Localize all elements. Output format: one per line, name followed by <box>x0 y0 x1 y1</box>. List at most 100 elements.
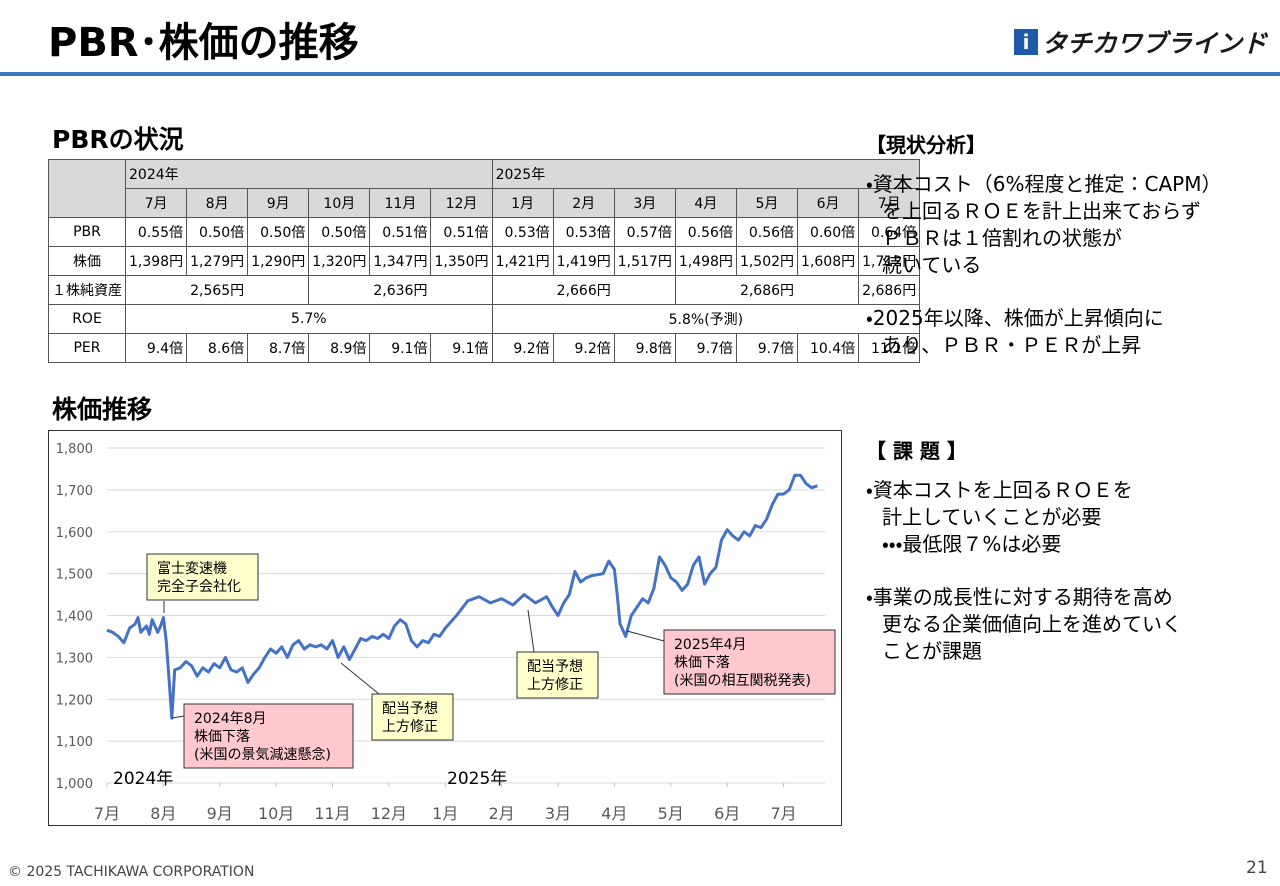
panel-heading: 【現状分析】 <box>866 133 986 157</box>
callout-text: 富士変速機 <box>157 561 227 577</box>
table-row: １株純資産 2,565円 2,636円 2,666円 2,686円 2,686円 <box>48 275 921 305</box>
table-cell: 1,608円 <box>797 246 860 276</box>
y-tick-label: 1,200 <box>56 693 93 708</box>
row-label: 株価 <box>48 246 126 276</box>
row-label: PBR <box>48 217 126 247</box>
month-cell: 8月 <box>186 188 249 218</box>
logo: i タチカワブラインド <box>1014 24 1267 60</box>
issues-panel: 【 課 題 】・資本コストを上回るＲＯＥを計上していくことが必要 ・・・最低限７%… <box>866 438 1266 691</box>
y-tick-label: 1,700 <box>56 484 93 499</box>
table-cell: 0.57倍 <box>613 217 676 247</box>
table-cell: 0.53倍 <box>491 217 554 247</box>
table-row: 株価 1,398円 1,279円 1,290円 1,320円 1,347円 1,350円 1,… <box>48 246 921 276</box>
x-tick-label: 4月 <box>601 804 627 823</box>
x-tick-label: 9月 <box>207 804 233 823</box>
bullet-line: 計上していくことが必要 <box>882 505 1102 529</box>
callout-pointer <box>340 662 380 695</box>
table-cell: 1,290円 <box>247 246 310 276</box>
table-cell: 5.7% <box>125 304 493 334</box>
year-row: 2024年 2025年 <box>48 159 921 218</box>
header-rule <box>0 72 1280 76</box>
callout-pointer <box>527 609 535 653</box>
table-cell: 9.8倍 <box>613 333 676 363</box>
month-cell: 12月 <box>430 188 493 218</box>
x-tick-label: 12月 <box>371 804 407 823</box>
table-cell: 0.50倍 <box>186 217 249 247</box>
callout-box <box>371 693 454 741</box>
bullet-line: ・・・最低限７%は必要 <box>882 532 1062 556</box>
table-cell: 1,398円 <box>124 246 188 276</box>
bullet-line: ・2025年以降、株価が上昇傾向に <box>866 306 1164 330</box>
table-cell: 2,565円 <box>124 275 310 305</box>
bullet-line: 続いている <box>882 253 982 277</box>
table-cell: 1,279円 <box>186 246 249 276</box>
table-cell: 0.51倍 <box>430 217 493 247</box>
pbr-table: 2024年 2025年 7月 8月 9月 10月 11月 12月 1月 2月 3月 4月 5月 6月 7月 P… <box>48 159 921 363</box>
year-cell: 2025年 <box>491 159 921 189</box>
table-row: PBR 0.55倍 0.50倍 0.50倍 0.50倍 0.51倍 0.51倍 0.53倍 0.… <box>48 217 921 247</box>
callout-text: 完全子会社化 <box>157 579 241 595</box>
year-cell: 2024年 <box>125 159 493 189</box>
slide-title: PBR･株価の推移 <box>48 20 359 66</box>
bullet-line: ＰＢＲは１倍割れの状態が <box>882 226 1122 250</box>
y-tick-label: 1,100 <box>56 735 93 750</box>
table-cell: 0.53倍 <box>552 217 615 247</box>
x-tick-label: 11月 <box>314 804 350 823</box>
x-tick-label: 5月 <box>658 804 684 823</box>
callout-text: 配当予想 <box>527 659 583 675</box>
month-cell: 9月 <box>247 188 310 218</box>
x-tick-label: 10月 <box>258 804 294 823</box>
price-line <box>106 473 818 720</box>
table-row: ROE 5.7% 5.8%(予測) <box>48 304 921 334</box>
bullet-line: ・資本コストを上回るＲＯＥを <box>866 478 1133 502</box>
x-tick-label: 1月 <box>432 804 458 823</box>
month-cell: 2月 <box>552 188 615 218</box>
table-cell: 0.55倍 <box>124 217 188 247</box>
table-title: PBRの状況 <box>52 125 184 154</box>
year-label: 2024年 <box>113 769 173 789</box>
table-cell: 9.1倍 <box>369 333 432 363</box>
chart-title: 株価推移 <box>52 395 153 424</box>
page-number: 21 <box>1246 858 1268 878</box>
copyright: © 2025 TACHIKAWA CORPORATION <box>8 864 255 880</box>
bullet-line: を上回るＲＯＥを計上出来ておらず <box>882 199 1201 223</box>
bullet: ・2025年以降、株価が上昇傾向に あり、ＰＢＲ・ＰＥＲが上昇 <box>866 305 1266 359</box>
month-cell: 10月 <box>308 188 371 218</box>
table-cell: 2,636円 <box>308 275 493 305</box>
callout-text: (米国の景気減速懸念) <box>194 746 331 763</box>
stock-chart: 1,000 1,100 1,200 1,300 1,400 1,500 1,600 1,700… <box>48 430 842 826</box>
bullet: ・資本コスト（6%程度と推定：CAPM） を上回るＲＯＥを計上出来ておらず ＰＢＲは… <box>866 171 1266 279</box>
table-cell: 0.56倍 <box>735 217 799 247</box>
x-tick-label: 3月 <box>545 804 571 823</box>
logo-text: タチカワブラインド <box>1042 29 1268 58</box>
table-cell: 1,350円 <box>430 246 493 276</box>
x-tick-label: 2月 <box>489 804 515 823</box>
table-cell: 2,666円 <box>491 275 676 305</box>
table-cell: 9.2倍 <box>491 333 554 363</box>
callout-text: (米国の相互関税発表) <box>674 673 811 689</box>
bullet-line: あり、ＰＢＲ・ＰＥＲが上昇 <box>882 333 1142 357</box>
bullet: ・事業の成長性に対する期待を高め 更なる企業価値向上を進めていく ことが課題 <box>866 584 1266 665</box>
year-label: 2025年 <box>447 769 507 789</box>
y-tick-label: 1,400 <box>56 610 93 625</box>
panel-heading: 【 課 題 】 <box>866 439 967 463</box>
callout-box <box>516 651 599 699</box>
bullet: ・資本コストを上回るＲＯＥを計上していくことが必要 ・・・最低限７%は必要 <box>866 477 1266 558</box>
table-cell: 9.7倍 <box>674 333 737 363</box>
table-cell: 1,502円 <box>735 246 799 276</box>
table-cell: 0.56倍 <box>674 217 737 247</box>
callout-pointer <box>626 630 665 642</box>
table-cell: 5.8%(予測) <box>491 304 921 334</box>
bullet-line: 更なる企業価値向上を進めていく <box>882 612 1182 636</box>
month-cell: 1月 <box>491 188 554 218</box>
table-cell: 10.4倍 <box>797 333 860 363</box>
y-tick-label: 1,500 <box>56 568 93 583</box>
table-row: PER 9.4倍 8.6倍 8.7倍 8.9倍 9.1倍 9.1倍 9.2倍 9.2倍 9.8倍 9… <box>48 333 921 363</box>
x-tick-label: 8月 <box>150 804 176 823</box>
table-cell: 0.64倍 <box>858 217 921 247</box>
table-cell: 0.50倍 <box>247 217 310 247</box>
callout-box <box>663 629 836 695</box>
month-cell: 11月 <box>369 188 432 218</box>
callout-text: 配当予想 <box>382 701 438 717</box>
